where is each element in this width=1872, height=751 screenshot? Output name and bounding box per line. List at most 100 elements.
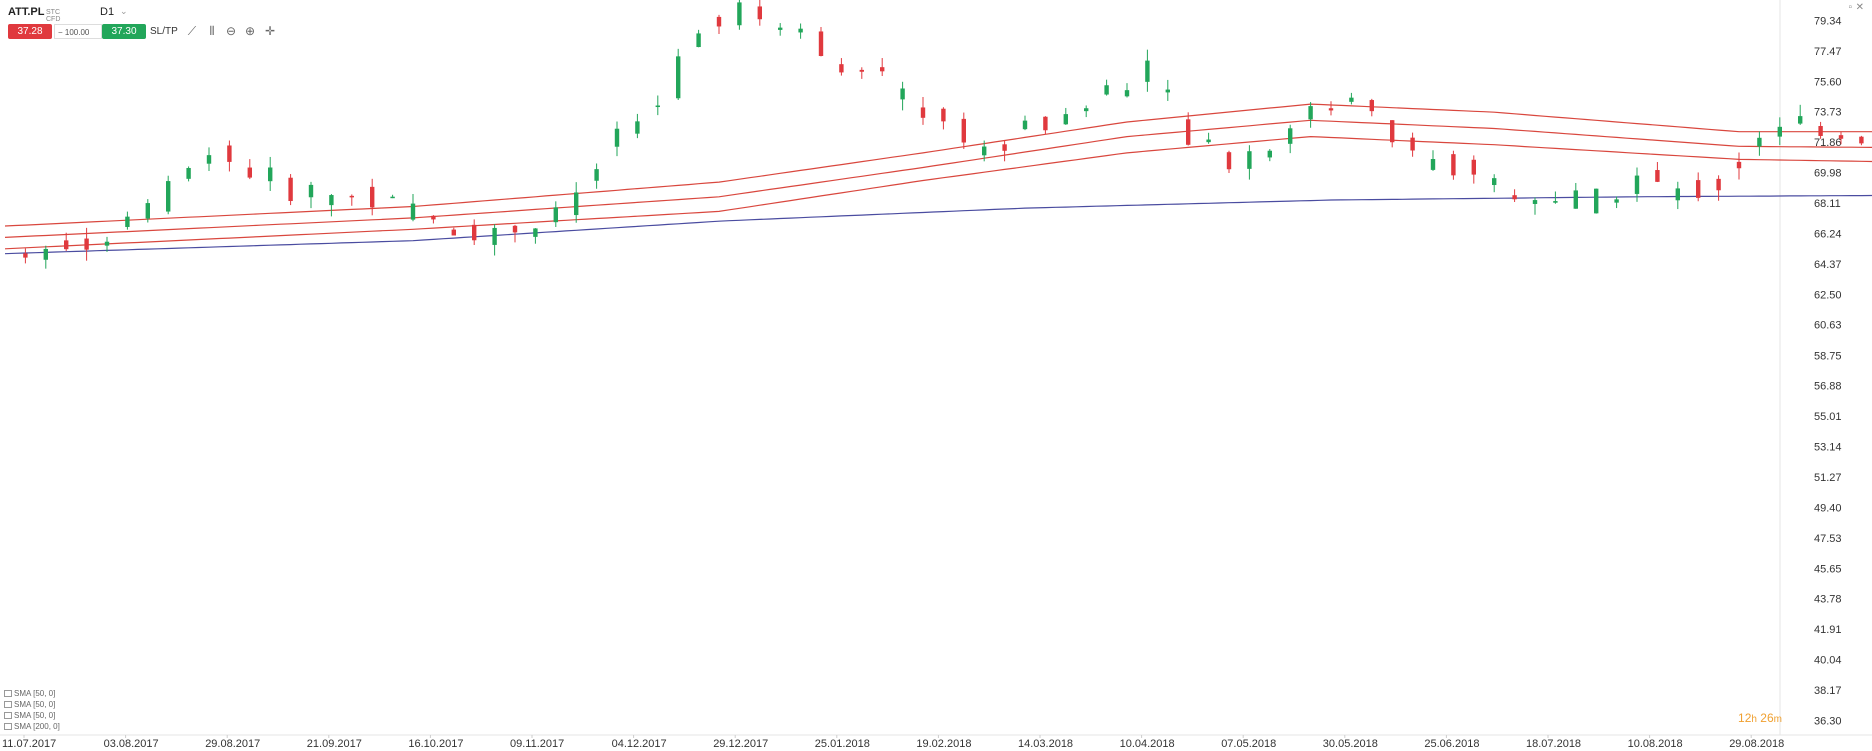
candle-up — [1573, 190, 1578, 209]
candle-down — [1859, 136, 1864, 144]
candle-down — [349, 195, 354, 198]
sma-200-line — [4, 194, 1872, 255]
x-tick-label: 11.07.2017 — [2, 738, 56, 750]
candle-up — [1247, 151, 1252, 169]
candle-type-icon[interactable]: ⫴ — [209, 24, 215, 38]
candle-down — [1451, 154, 1456, 176]
x-tick-label: 10.08.2018 — [1628, 738, 1683, 750]
zoom-out-icon[interactable]: ⊖ — [225, 24, 237, 38]
candle-up — [1594, 188, 1599, 214]
candle-up — [125, 216, 130, 227]
candle-up — [1675, 188, 1680, 201]
indicator-sma-200[interactable]: SMA [200, 0] — [4, 722, 60, 731]
candle-up — [696, 33, 701, 48]
candle-up — [574, 192, 579, 216]
x-tick-label: 16.10.2017 — [408, 738, 463, 750]
y-tick-label: 69.98 — [1814, 168, 1842, 180]
y-tick-label: 58.75 — [1814, 350, 1842, 362]
candle-up — [308, 184, 314, 198]
symbol-label[interactable]: ATT.PL — [8, 6, 45, 18]
candle-up — [737, 2, 742, 26]
candle-down — [1369, 100, 1374, 112]
candle-up — [1798, 116, 1803, 124]
candle-up — [1492, 178, 1497, 186]
candle-up — [778, 27, 783, 30]
volume-input[interactable]: − 100.00 — [54, 24, 102, 39]
y-tick-label: 62.50 — [1814, 289, 1842, 301]
candle-down — [23, 253, 28, 258]
sma-50-line — [4, 119, 1872, 238]
y-tick-label: 47.53 — [1814, 533, 1842, 545]
candle-down — [961, 118, 966, 143]
candle-down — [1838, 135, 1844, 139]
crosshair-icon[interactable]: ✛ — [264, 24, 276, 38]
candle-down — [1043, 116, 1048, 131]
y-tick-label: 68.11 — [1814, 198, 1841, 210]
x-tick-label: 07.05.2018 — [1221, 738, 1276, 750]
indicator-settings-icon[interactable] — [4, 723, 12, 731]
candle-down — [247, 167, 252, 178]
indicator-sma-3[interactable]: SMA [50, 0] — [4, 711, 55, 720]
indicator-sma-1[interactable]: SMA [50, 0] — [4, 689, 55, 698]
x-tick-label: 21.09.2017 — [307, 738, 362, 750]
sma-50-line — [4, 103, 1872, 227]
candle-up — [145, 203, 150, 219]
volume-minus-icon[interactable]: − — [58, 28, 63, 37]
candle-up — [166, 181, 171, 212]
buy-button[interactable]: 37.30 — [102, 24, 146, 39]
candle-up — [635, 121, 640, 134]
candle-down — [920, 107, 926, 118]
candle-up — [104, 241, 110, 246]
volume-value: 100.00 — [64, 28, 90, 37]
candle-down — [1186, 119, 1191, 145]
zoom-in-icon[interactable]: ⊕ — [244, 24, 256, 38]
indicator-settings-icon[interactable] — [4, 712, 12, 720]
x-tick-label: 18.07.2018 — [1526, 738, 1581, 750]
candle-up — [1430, 159, 1436, 170]
candles — [23, 0, 1864, 269]
chevron-down-icon[interactable]: ⌄ — [120, 6, 128, 16]
y-tick-label: 55.01 — [1814, 411, 1842, 423]
candle-up — [1614, 199, 1619, 203]
candle-down — [512, 225, 518, 233]
candle-down — [1226, 152, 1232, 170]
candle-up — [1084, 108, 1089, 112]
candle-up — [655, 105, 660, 108]
candle-up — [900, 88, 905, 100]
candle-down — [941, 108, 946, 122]
candle-down — [1696, 180, 1701, 198]
y-tick-label: 53.14 — [1814, 442, 1842, 454]
timeframe-selector[interactable]: D1 — [100, 6, 115, 18]
candle-down — [1002, 144, 1007, 151]
candle-down — [1818, 126, 1823, 136]
candle-up — [553, 207, 558, 223]
candle-down — [227, 145, 232, 162]
candle-up — [1022, 120, 1028, 130]
candle-up — [329, 195, 334, 206]
candle-down — [1328, 108, 1334, 111]
indicator-settings-icon[interactable] — [4, 690, 12, 698]
close-window-icon[interactable]: ✕ — [1855, 2, 1864, 13]
candle-down — [1512, 195, 1517, 200]
restore-window-icon[interactable]: ▫ — [1848, 2, 1852, 13]
sell-button[interactable]: 37.28 — [8, 24, 52, 39]
candle-down — [1736, 161, 1742, 169]
candle-down — [1471, 159, 1476, 175]
y-tick-label: 38.17 — [1814, 685, 1842, 697]
candle-up — [1308, 106, 1313, 120]
x-tick-label: 10.04.2018 — [1120, 738, 1175, 750]
y-tick-label: 49.40 — [1814, 502, 1842, 514]
candle-up — [1104, 85, 1109, 95]
indicator-settings-icon[interactable] — [4, 701, 12, 709]
sltp-button[interactable]: SL/TP — [150, 26, 178, 37]
line-chart-icon[interactable]: ⟋ — [187, 24, 197, 38]
indicator-sma-2[interactable]: SMA [50, 0] — [4, 700, 55, 709]
candle-up — [1288, 128, 1293, 144]
y-tick-label: 43.78 — [1814, 594, 1842, 606]
candle-up — [1757, 137, 1762, 147]
x-tick-label: 03.08.2017 — [104, 738, 159, 750]
candle-down — [757, 6, 762, 20]
candle-up — [410, 203, 416, 220]
candle-down — [1716, 178, 1721, 191]
